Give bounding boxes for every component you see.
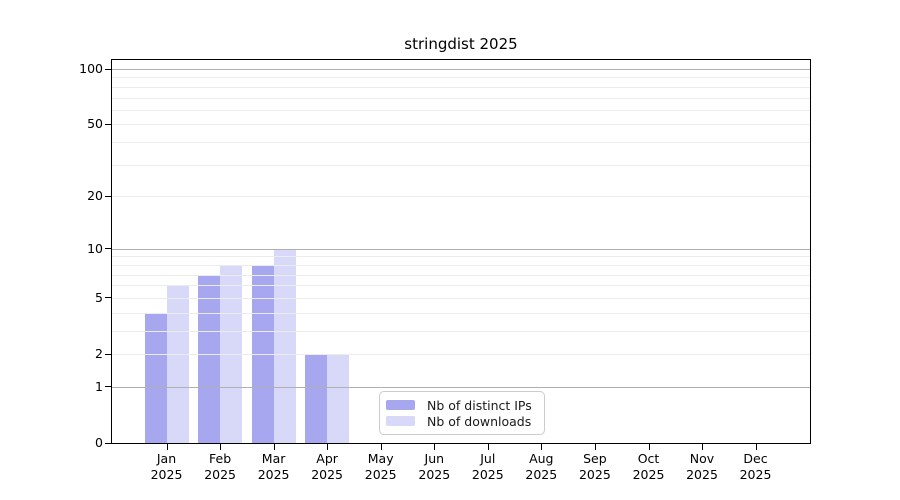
- plot-area: [111, 59, 811, 444]
- gridline-y-80: [112, 86, 810, 88]
- x-tick-mark-jun: [434, 444, 436, 450]
- bar-distinct-ips-mar: [251, 264, 274, 443]
- legend-swatch-distinct-ips-icon: [386, 400, 415, 410]
- gridline-y-20: [112, 196, 810, 198]
- x-tick-mark-apr: [327, 444, 329, 450]
- bar-downloads-apr: [327, 354, 350, 443]
- x-tick-mark-jan: [166, 444, 168, 450]
- y-tick-mark-10: [105, 248, 111, 250]
- gridline-y-30: [112, 164, 810, 166]
- legend-entry-distinct-ips: Nb of distinct IPs: [386, 397, 538, 413]
- y-tick-label-0: 0: [95, 435, 103, 450]
- y-tick-mark-50: [105, 123, 111, 125]
- gridline-y-70: [112, 97, 810, 99]
- x-tick-mark-sep: [594, 444, 596, 450]
- legend-entry-downloads: Nb of downloads: [386, 413, 538, 429]
- y-tick-mark-100: [105, 68, 111, 70]
- x-tick-mark-mar: [273, 444, 275, 450]
- gridline-y-10: [112, 248, 810, 250]
- bar-downloads-jan: [166, 285, 189, 443]
- x-tick-mark-nov: [702, 444, 703, 450]
- gridline-y-1: [112, 386, 810, 388]
- legend: Nb of distinct IPs Nb of downloads: [379, 391, 545, 435]
- bars-layer: [112, 60, 810, 443]
- x-tick-label-feb: Feb 2025: [204, 451, 236, 482]
- x-tick-label-aug: Aug 2025: [525, 451, 558, 482]
- grid-layer: [112, 60, 810, 443]
- x-tick-mark-dec: [755, 444, 757, 450]
- gridline-y-9: [112, 256, 810, 258]
- gridline-y-60: [112, 109, 810, 111]
- x-tick-label-jul: Jul 2025: [471, 451, 504, 482]
- legend-label-distinct-ips: Nb of distinct IPs: [427, 397, 532, 413]
- gridline-y-8: [112, 264, 810, 266]
- x-tick-mark-oct: [648, 444, 650, 450]
- gridline-y-100: [112, 69, 810, 70]
- y-tick-label-10: 10: [87, 240, 103, 256]
- x-tick-label-oct: Oct 2025: [632, 451, 665, 482]
- x-tick-label-may: May 2025: [364, 451, 397, 482]
- gridline-y-3: [112, 330, 810, 332]
- legend-swatch-downloads-icon: [386, 416, 415, 426]
- gridline-y-2: [112, 354, 810, 355]
- bar-distinct-ips-jan: [144, 312, 167, 443]
- chart-title: stringdist 2025: [404, 35, 518, 53]
- gridline-y-7: [112, 274, 810, 276]
- gridline-y-6: [112, 285, 810, 287]
- x-tick-label-jan: Jan 2025: [150, 451, 183, 482]
- bar-downloads-feb: [220, 264, 243, 443]
- gridline-y-5: [112, 297, 810, 299]
- y-tick-label-100: 100: [79, 61, 103, 76]
- gridline-y-90: [112, 77, 810, 79]
- gridline-y-50: [112, 124, 810, 126]
- x-tick-mark-may: [380, 444, 382, 450]
- x-tick-label-sep: Sep 2025: [578, 451, 611, 482]
- x-tick-mark-feb: [220, 444, 222, 450]
- x-tick-label-jun: Jun 2025: [418, 451, 451, 482]
- y-tick-mark-20: [105, 195, 111, 197]
- y-tick-label-5: 5: [95, 289, 103, 305]
- x-tick-label-apr: Apr 2025: [311, 451, 343, 482]
- legend-label-downloads: Nb of downloads: [427, 413, 532, 429]
- gridline-y-40: [112, 142, 810, 144]
- x-tick-mark-jul: [487, 444, 489, 450]
- y-tick-label-2: 2: [95, 346, 103, 361]
- gridline-y-4: [112, 312, 810, 314]
- y-tick-mark-1: [105, 386, 111, 388]
- y-tick-mark-2: [105, 353, 111, 355]
- y-tick-label-1: 1: [95, 378, 103, 394]
- y-tick-mark-0: [105, 442, 111, 444]
- y-tick-label-50: 50: [87, 116, 103, 132]
- bar-distinct-ips-feb: [198, 274, 221, 443]
- x-tick-label-mar: Mar 2025: [257, 451, 290, 482]
- bar-distinct-ips-apr: [305, 354, 328, 443]
- y-tick-label-20: 20: [87, 188, 103, 204]
- x-tick-label-dec: Dec 2025: [739, 451, 772, 482]
- x-tick-mark-aug: [541, 444, 543, 450]
- bar-downloads-mar: [273, 248, 296, 443]
- y-tick-mark-5: [105, 297, 111, 299]
- x-tick-label-nov: Nov 2025: [686, 451, 718, 482]
